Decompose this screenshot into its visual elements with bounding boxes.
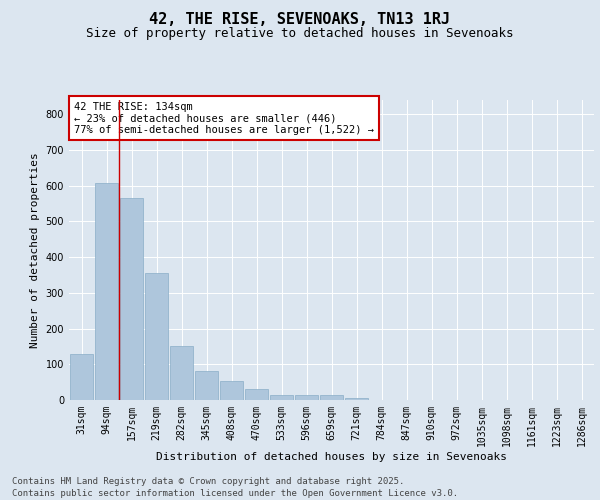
Bar bbox=[120, 198, 143, 400]
Bar bbox=[320, 396, 343, 400]
Bar bbox=[220, 382, 243, 400]
Bar bbox=[170, 346, 193, 400]
X-axis label: Distribution of detached houses by size in Sevenoaks: Distribution of detached houses by size … bbox=[156, 452, 507, 462]
Bar bbox=[270, 394, 293, 400]
Text: Size of property relative to detached houses in Sevenoaks: Size of property relative to detached ho… bbox=[86, 28, 514, 40]
Bar bbox=[95, 183, 118, 400]
Text: 42, THE RISE, SEVENOAKS, TN13 1RJ: 42, THE RISE, SEVENOAKS, TN13 1RJ bbox=[149, 12, 451, 28]
Bar bbox=[295, 396, 318, 400]
Text: 42 THE RISE: 134sqm
← 23% of detached houses are smaller (446)
77% of semi-detac: 42 THE RISE: 134sqm ← 23% of detached ho… bbox=[74, 102, 374, 134]
Text: Contains HM Land Registry data © Crown copyright and database right 2025.: Contains HM Land Registry data © Crown c… bbox=[12, 477, 404, 486]
Bar bbox=[195, 372, 218, 400]
Bar bbox=[345, 398, 368, 400]
Bar bbox=[245, 388, 268, 400]
Bar bbox=[70, 354, 93, 400]
Bar bbox=[145, 273, 168, 400]
Text: Contains public sector information licensed under the Open Government Licence v3: Contains public sector information licen… bbox=[12, 488, 458, 498]
Y-axis label: Number of detached properties: Number of detached properties bbox=[30, 152, 40, 348]
